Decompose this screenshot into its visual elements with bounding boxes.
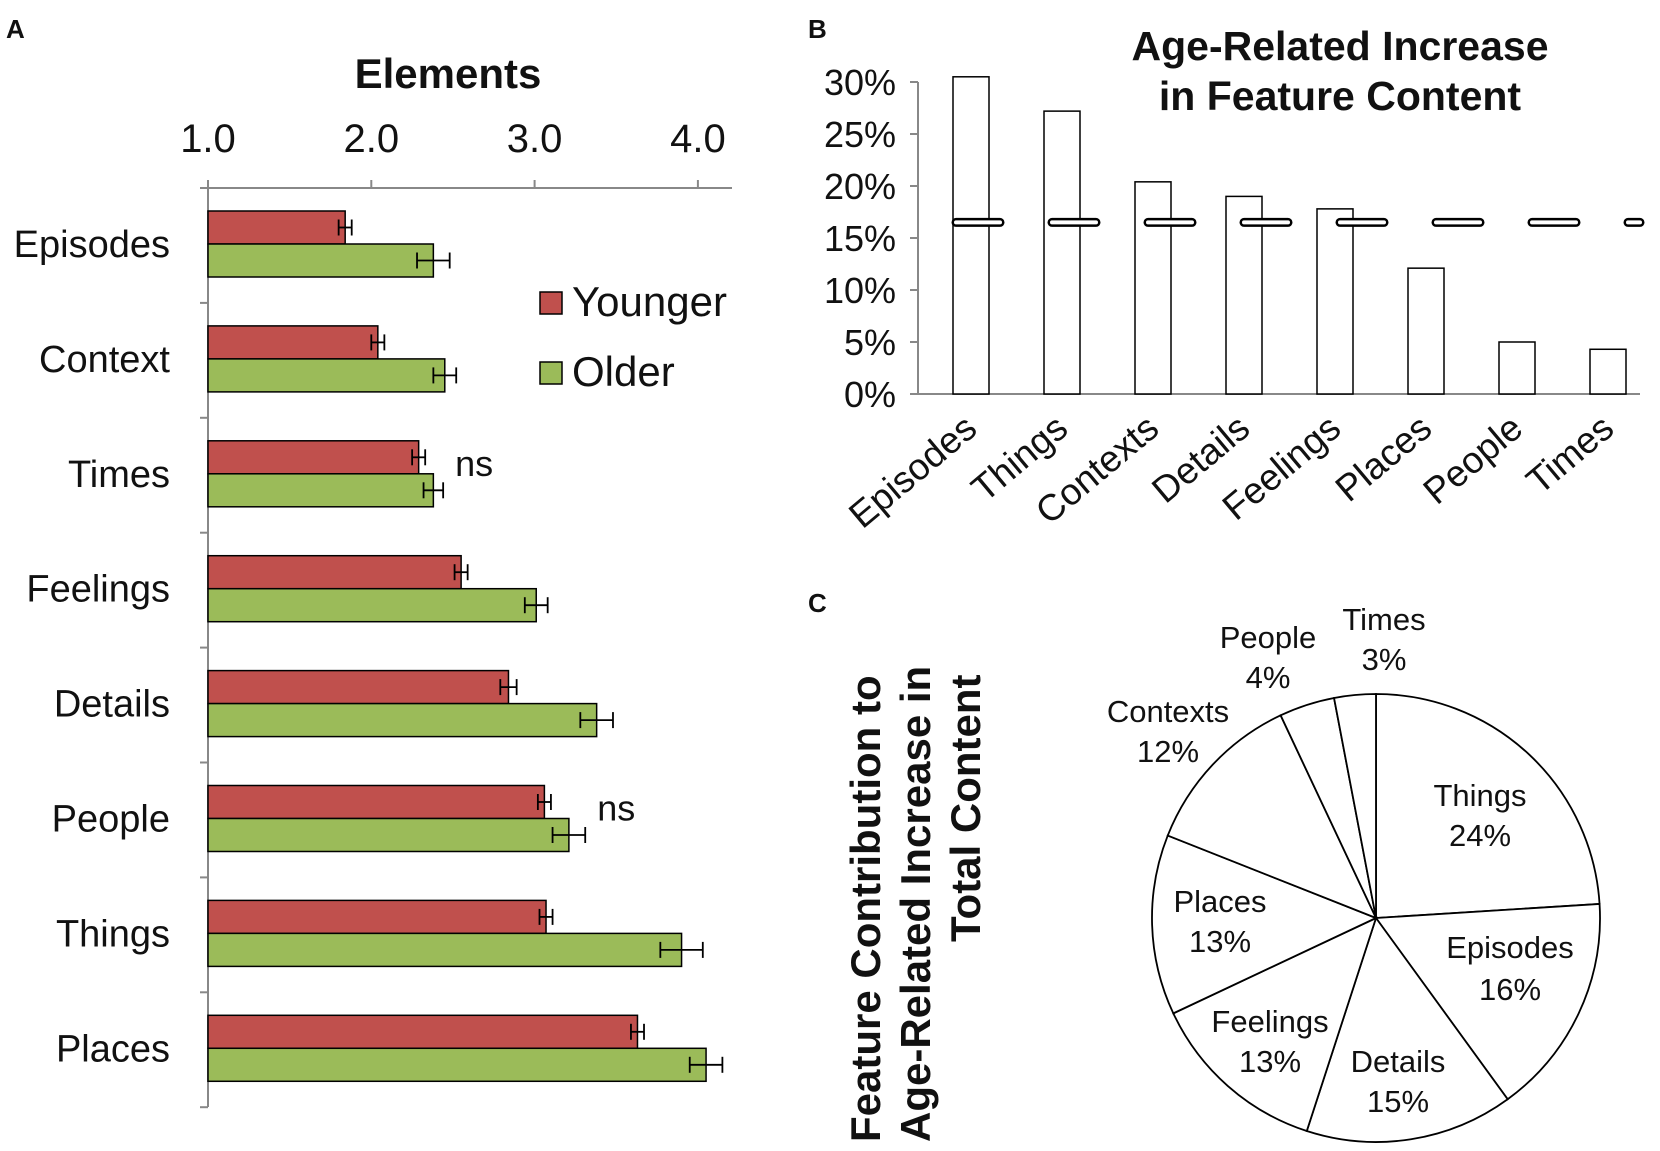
panel-c-title-line-3: Total Content <box>942 674 989 942</box>
panel-b-y-tick-1: 5% <box>844 322 896 363</box>
bar-older-context <box>207 358 446 393</box>
panel-a-x-tick-3: 4.0 <box>670 117 726 161</box>
panel-b-category-people: People <box>1416 407 1531 512</box>
panel-b-bar-feelings <box>1316 208 1354 395</box>
panel-b-bar-episodes <box>952 76 990 395</box>
legend-swatch-older <box>539 361 563 385</box>
panel-a-category-context: Context <box>39 339 170 381</box>
panel-b-bar-contexts <box>1134 181 1172 395</box>
panel-c-title-line-2: Age-Related Increase in <box>892 666 939 1142</box>
panel-b-category-times: Times <box>1519 407 1621 502</box>
panel-b-title-line-2: in Feature Content <box>1159 73 1522 119</box>
panel-label-b: B <box>808 14 827 44</box>
pie-value-times: 3% <box>1362 642 1407 677</box>
panel-c-chart: Feature Contribution to Age-Related Incr… <box>842 602 1601 1143</box>
pie-label-places: Places <box>1173 884 1266 919</box>
panel-c-title: Feature Contribution to Age-Related Incr… <box>842 666 989 1142</box>
panel-b-y-tick-4: 20% <box>824 166 896 207</box>
bar-older-places <box>207 1047 707 1083</box>
pie-value-episodes: 16% <box>1479 972 1541 1007</box>
bar-younger-feelings <box>207 554 462 590</box>
pie-slice-times <box>1332 693 1377 919</box>
panel-b-title-line-1: Age-Related Increase <box>1131 23 1548 69</box>
panel-b-bar-people <box>1498 341 1536 395</box>
panel-b-bar-times <box>1589 348 1627 395</box>
pie-slice-contexts <box>1166 714 1378 920</box>
pie-label-contexts: Contexts <box>1107 694 1229 729</box>
panel-a-legend: Younger Older <box>539 278 727 395</box>
pie-value-contexts: 12% <box>1137 734 1199 769</box>
panel-label-a: A <box>6 14 25 44</box>
pie-slice-places <box>1151 834 1379 1015</box>
bar-older-feelings <box>207 587 537 623</box>
panel-b-y-tick-2: 10% <box>824 270 896 311</box>
bar-younger-times <box>207 440 420 475</box>
legend-swatch-younger <box>539 291 563 315</box>
panel-b-y-tick-0: 0% <box>844 374 896 415</box>
bar-older-episodes <box>207 243 435 278</box>
bar-older-people <box>207 817 570 853</box>
panel-b-bar-details <box>1225 195 1263 395</box>
panel-a-axis-title: Elements <box>355 50 542 97</box>
panel-a-x-tick-1: 2.0 <box>343 117 399 161</box>
pie-value-things: 24% <box>1449 818 1511 853</box>
pie-label-feelings: Feelings <box>1211 1004 1328 1039</box>
panel-a-x-tick-2: 3.0 <box>507 117 563 161</box>
pie-slice-details <box>1305 916 1509 1143</box>
panel-b-y-tick-6: 30% <box>824 62 896 103</box>
panel-b-y-tick-3: 15% <box>824 218 896 259</box>
pie-slice-feelings <box>1172 916 1378 1133</box>
pie-label-people: People <box>1220 620 1317 655</box>
pie-value-feelings: 13% <box>1239 1044 1301 1079</box>
panel-b-bar-things <box>1043 110 1081 395</box>
bar-older-times <box>207 473 435 508</box>
bar-younger-context <box>207 325 379 360</box>
bar-younger-people <box>207 784 546 820</box>
legend-label-younger: Younger <box>572 278 727 325</box>
panel-b-bar-places <box>1407 267 1445 395</box>
panel-a-category-times: Times <box>68 454 170 496</box>
bar-younger-details <box>207 669 510 705</box>
panel-a-category-places: Places <box>56 1028 170 1070</box>
bar-older-details <box>207 702 598 738</box>
panel-c-title-line-1: Feature Contribution to <box>842 675 889 1142</box>
pie-label-details: Details <box>1351 1044 1446 1079</box>
annotation-ns-times: ns <box>455 443 493 484</box>
panel-a-category-things: Things <box>56 913 170 955</box>
panel-a-category-episodes: Episodes <box>14 224 170 266</box>
pie-slice-episodes <box>1374 902 1601 1101</box>
panel-b-y-tick-5: 25% <box>824 114 896 155</box>
pie-value-people: 4% <box>1246 660 1291 695</box>
pie-value-details: 15% <box>1367 1084 1429 1119</box>
panel-a-category-details: Details <box>54 684 170 726</box>
bar-younger-places <box>207 1014 639 1050</box>
pie-slice-things <box>1375 693 1601 919</box>
panel-b-chart: Age-Related Increase in Feature Content … <box>824 23 1645 536</box>
panel-a-chart: Elements 1.0 2.0 3.0 4.0 Episodes Context Tim… <box>14 50 732 1109</box>
panel-a-category-feelings: Feelings <box>26 569 170 611</box>
pie-label-times: Times <box>1342 602 1425 637</box>
bar-older-things <box>207 932 683 968</box>
panel-b-category-episodes: Episodes <box>841 407 984 536</box>
panel-label-c: C <box>808 588 827 618</box>
pie-label-things: Things <box>1433 778 1526 813</box>
panel-a-x-tick-0: 1.0 <box>180 117 236 161</box>
pie-value-places: 13% <box>1189 924 1251 959</box>
pie-label-episodes: Episodes <box>1446 930 1574 965</box>
panel-b-category-places: Places <box>1328 407 1439 510</box>
bar-younger-episodes <box>207 210 346 245</box>
panel-a-category-people: People <box>52 799 170 841</box>
legend-label-older: Older <box>572 348 675 395</box>
bar-younger-things <box>207 899 547 935</box>
annotation-ns-people: ns <box>597 788 635 829</box>
